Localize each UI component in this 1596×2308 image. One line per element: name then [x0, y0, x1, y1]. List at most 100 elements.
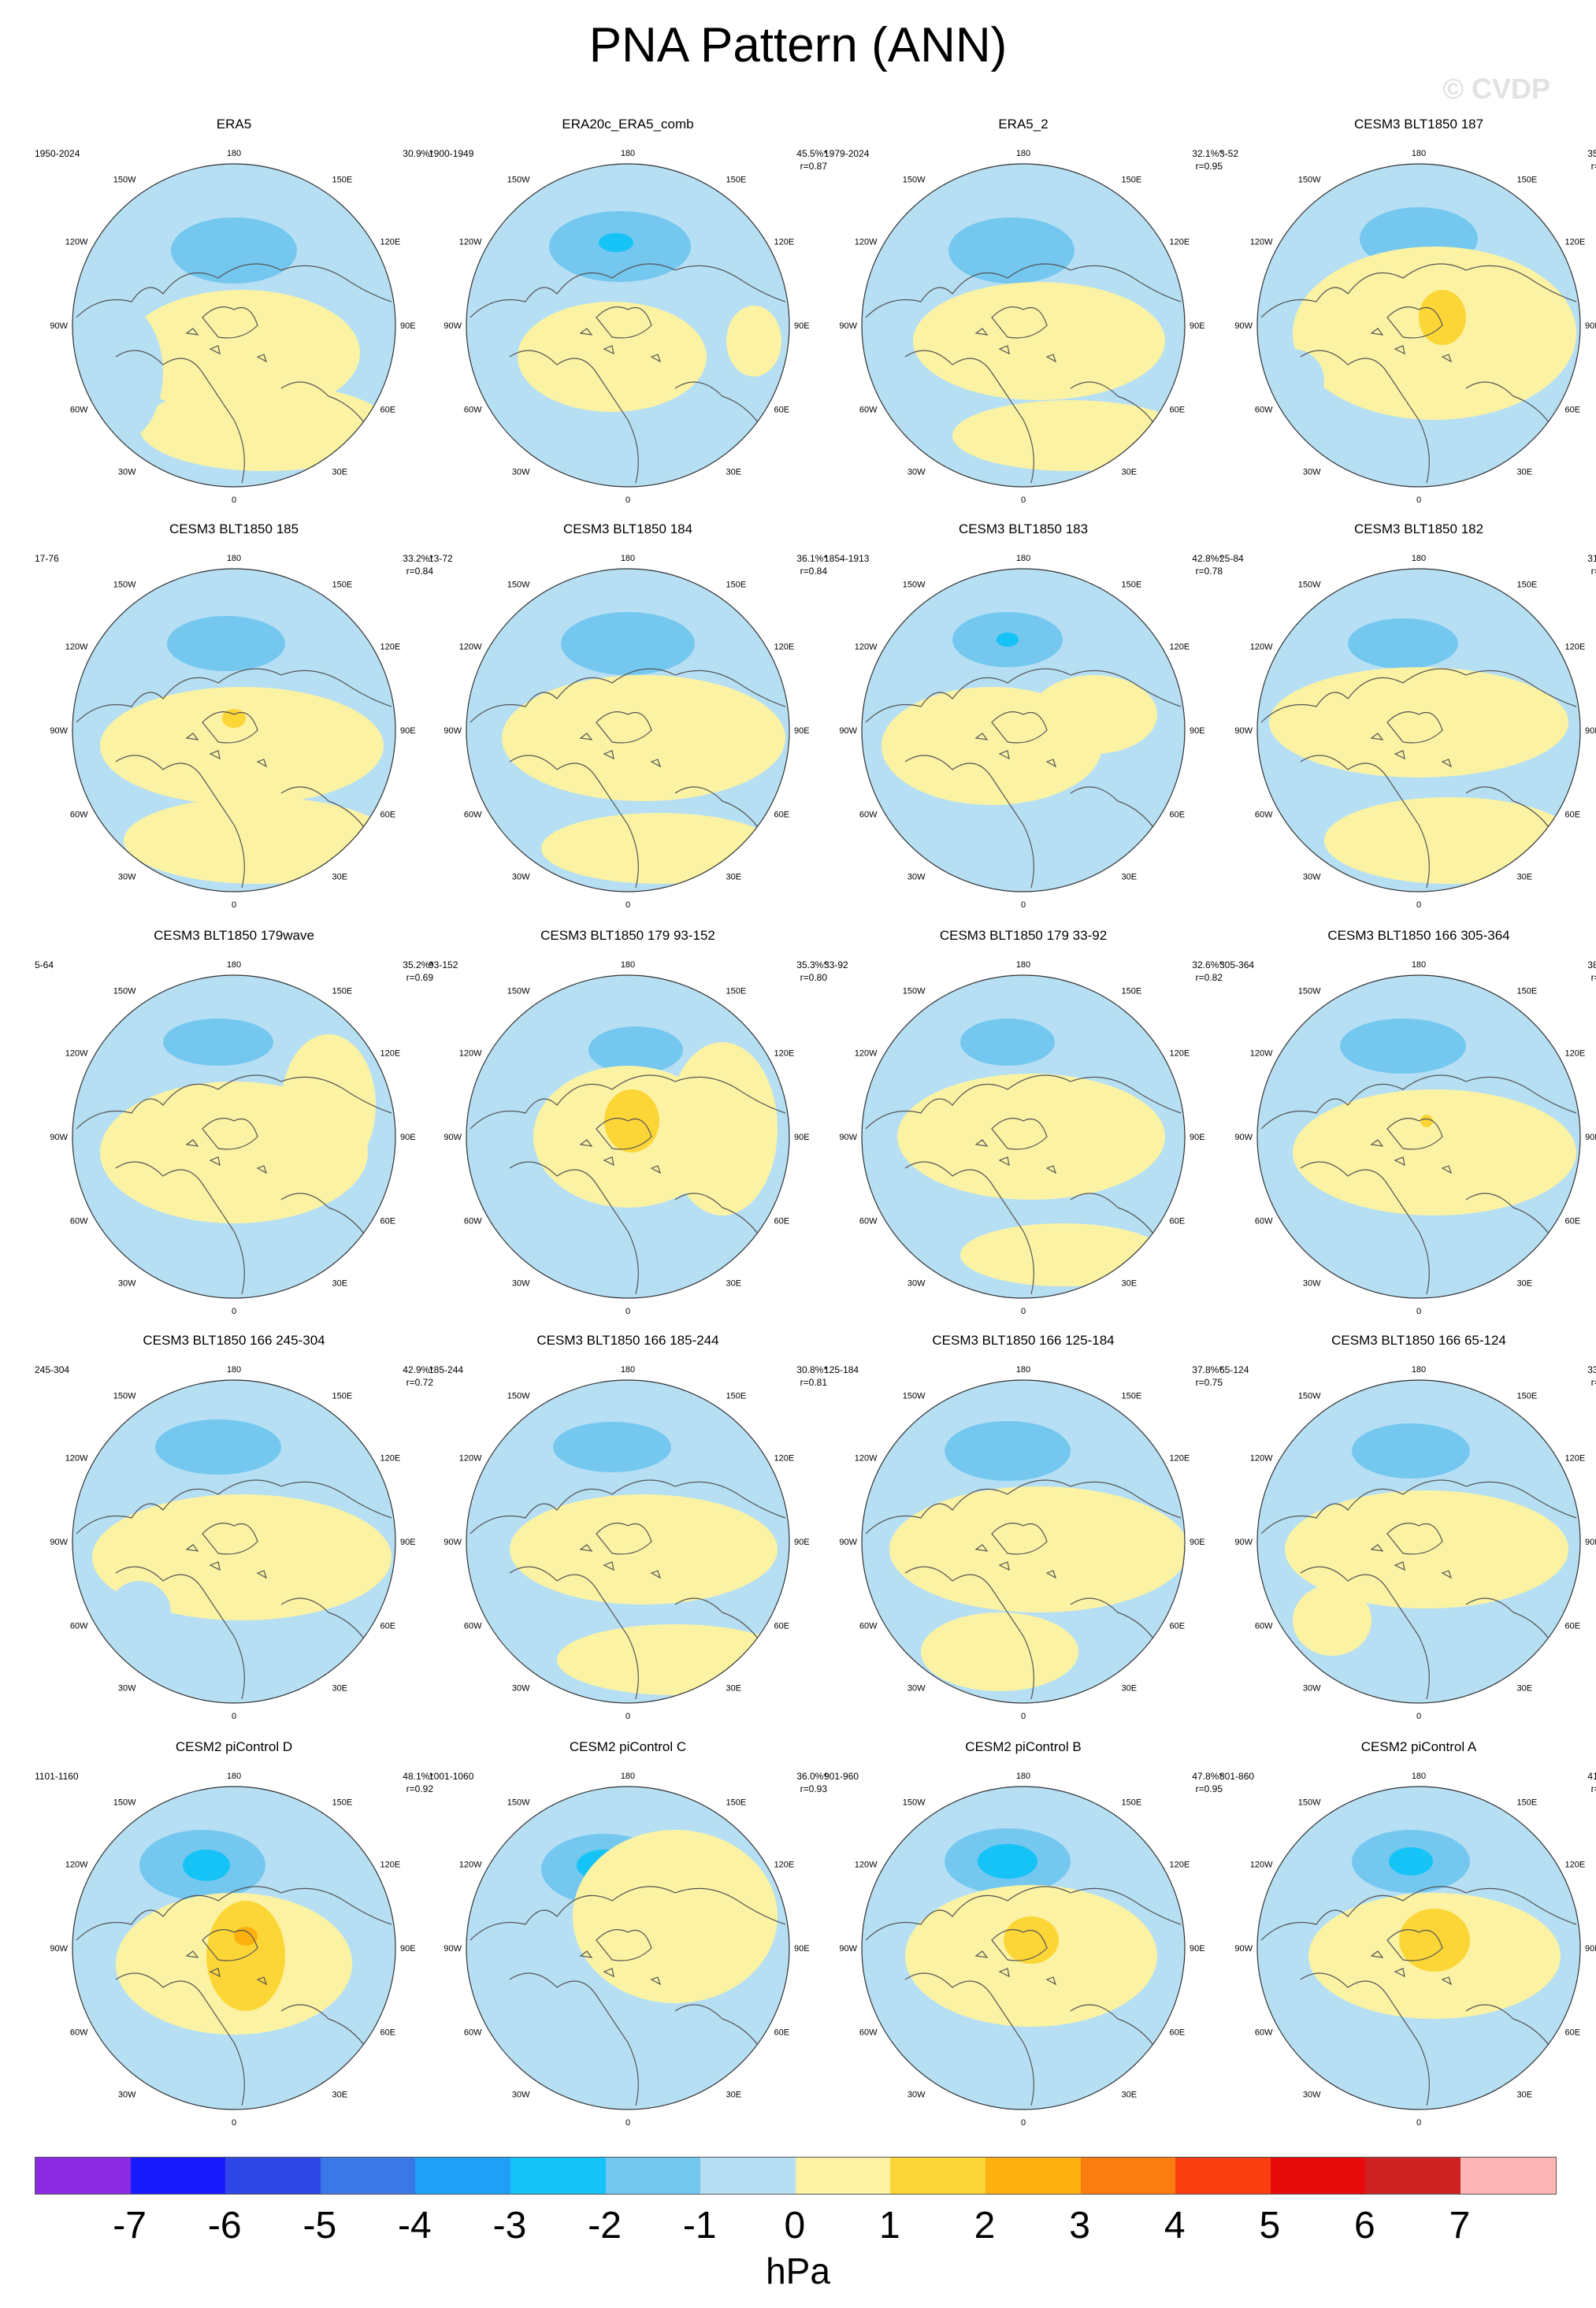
coastline: [1260, 668, 1577, 889]
longitude-label: 120W: [65, 643, 88, 652]
longitude-label: 120E: [774, 238, 795, 247]
longitude-label: 60W: [464, 406, 482, 415]
longitude-label: 60W: [70, 2028, 88, 2038]
anomaly-contour: [948, 217, 1075, 284]
period-label: 5-64: [35, 959, 54, 970]
period-label: 33-92: [824, 959, 848, 970]
longitude-label: 60W: [70, 1622, 88, 1631]
map-panel: 180 0 150W 150E 120W 120E 90W 90E 60W 60E 30W 30E CE…: [824, 1739, 1223, 2180]
longitude-label: 60E: [774, 811, 790, 820]
longitude-label: 0: [232, 1712, 236, 1721]
period-label: 65-124: [1219, 1364, 1249, 1375]
longitude-label: 60W: [464, 1622, 482, 1631]
colorbar-tick-label: 5: [1259, 2205, 1281, 2247]
period-label: 801-860: [1219, 1771, 1255, 1782]
longitude-label: 120E: [1565, 643, 1586, 652]
longitude-label: 90E: [400, 1538, 416, 1547]
polar-map: 180 0 150W 150E 120W 120E 90W 90E 60W 60E 30W 30E: [1234, 1772, 1596, 2128]
longitude-label: 0: [625, 900, 630, 910]
longitude-label: 150W: [113, 175, 136, 184]
anomaly-contour: [1419, 290, 1466, 345]
anomaly-contour: [1420, 1115, 1433, 1127]
map-panel: 180 0 150W 150E 120W 120E 90W 90E 60W 60E 30W 30E CE…: [35, 1739, 433, 2180]
map-border: [1256, 163, 1581, 488]
longitude-label: 120E: [380, 643, 401, 652]
longitude-label: 30E: [1517, 1684, 1533, 1694]
pattern-correlation: r=0.92: [406, 1783, 433, 1794]
longitude-label: 0: [1416, 1307, 1421, 1316]
longitude-label: 180: [227, 149, 241, 158]
longitude-label: 0: [1416, 495, 1421, 505]
longitude-label: 180: [621, 149, 635, 158]
variance-pct: 36.0%*: [796, 1771, 827, 1782]
longitude-label: 60E: [380, 811, 396, 820]
longitude-label: 60W: [859, 1622, 878, 1631]
longitude-label: 60E: [1170, 1622, 1186, 1631]
longitude-label: 60E: [1565, 1217, 1581, 1226]
colorbar-tick-label: 4: [1164, 2205, 1186, 2247]
longitude-label: 150W: [903, 1391, 926, 1401]
map-panel: 180 0 150W 150E 120W 120E 90W 90E 60W 60E 30W 30E CE…: [1219, 521, 1596, 963]
anomaly-contour: [502, 675, 785, 801]
longitude-label: 30E: [332, 1684, 348, 1694]
period-label: 1950-2024: [35, 148, 80, 159]
panel-title: CESM3 BLT1850 184: [562, 521, 693, 536]
longitude-label: 150E: [332, 986, 353, 996]
longitude-label: 120W: [459, 1861, 482, 1870]
panel-title: CESM3 BLT1850 179wave: [154, 928, 314, 943]
panel-title: ERA5: [216, 117, 252, 132]
coastline: [470, 263, 786, 484]
longitude-label: 120E: [380, 1049, 401, 1059]
variance-pct: 35.2%*: [403, 959, 433, 970]
anomaly-contour: [978, 1844, 1037, 1879]
polar-map: 180 0 150W 150E 120W 120E 90W 90E 60W 60E 30W 30E: [444, 1365, 809, 1721]
longitude-label: 180: [227, 554, 241, 563]
pattern-correlation: r=0.93: [1590, 1783, 1596, 1794]
anomaly-contour: [588, 1026, 683, 1074]
map-border: [1256, 1786, 1581, 2110]
polar-map: 180 0 150W 150E 120W 120E 90W 90E 60W 60E 30W 30E: [839, 554, 1204, 910]
map-panel: 180 0 150W 150E 120W 120E 90W 90E 60W 60E 30W 30E CE…: [429, 928, 827, 1369]
longitude-label: 150E: [1517, 986, 1538, 996]
variance-pct: 41.9%*: [1587, 1771, 1596, 1782]
coastline: [470, 1886, 786, 2106]
anomaly-contour: [960, 1223, 1165, 1286]
map-border: [72, 163, 396, 488]
longitude-label: 90W: [839, 726, 857, 736]
map-border: [1256, 1379, 1581, 1704]
longitude-label: 90E: [1190, 1133, 1205, 1142]
coastline: [1260, 1074, 1577, 1295]
longitude-label: 0: [1021, 1307, 1026, 1316]
longitude-label: 30E: [726, 1684, 742, 1694]
longitude-label: 180: [1016, 1772, 1030, 1781]
pattern-correlation: r=0.95: [1195, 1783, 1223, 1794]
panel-title: CESM2 piControl A: [1360, 1739, 1477, 1754]
map-panel: 180 0 150W 150E 120W 120E 90W 90E 60W 60E 30W 30E CE…: [429, 1333, 827, 1774]
longitude-label: 90W: [50, 321, 68, 331]
longitude-label: 150W: [1298, 1798, 1321, 1807]
longitude-label: 0: [232, 495, 236, 505]
longitude-label: 30W: [512, 468, 530, 477]
longitude-label: 30W: [907, 873, 926, 882]
longitude-label: 90E: [1190, 1944, 1205, 1954]
anomaly-contour: [108, 1581, 171, 1644]
anomaly-contour: [1269, 667, 1568, 777]
coastline: [76, 1886, 392, 2106]
map-panel: 180 0 150W 150E 120W 120E 90W 90E 60W 60E 30W 30E CE…: [824, 1333, 1223, 1774]
coastline: [1260, 263, 1577, 484]
pattern-correlation: r=0.93: [800, 1783, 827, 1794]
longitude-label: 30W: [512, 1684, 530, 1694]
map-panel: 180 0 150W 150E 120W 120E 90W 90E 60W 60E 30W 30E CE…: [429, 521, 827, 963]
anomaly-contour: [222, 709, 246, 728]
anomaly-contour: [163, 1019, 273, 1066]
longitude-label: 60E: [1565, 2028, 1581, 2038]
longitude-label: 60E: [380, 406, 396, 415]
variance-pct: 38.1%*: [1587, 959, 1596, 970]
polar-map: 180 0 150W 150E 120W 120E 90W 90E 60W 60E 30W 30E: [444, 149, 809, 505]
longitude-label: 60W: [1255, 2028, 1273, 2038]
anomaly-contour: [1389, 1847, 1433, 1876]
variance-pct: 35.3%*: [796, 959, 827, 970]
polar-map: 180 0 150W 150E 120W 120E 90W 90E 60W 60E 30W 30E: [1234, 1365, 1596, 1721]
longitude-label: 120E: [380, 238, 401, 247]
map-border: [466, 1786, 790, 2110]
